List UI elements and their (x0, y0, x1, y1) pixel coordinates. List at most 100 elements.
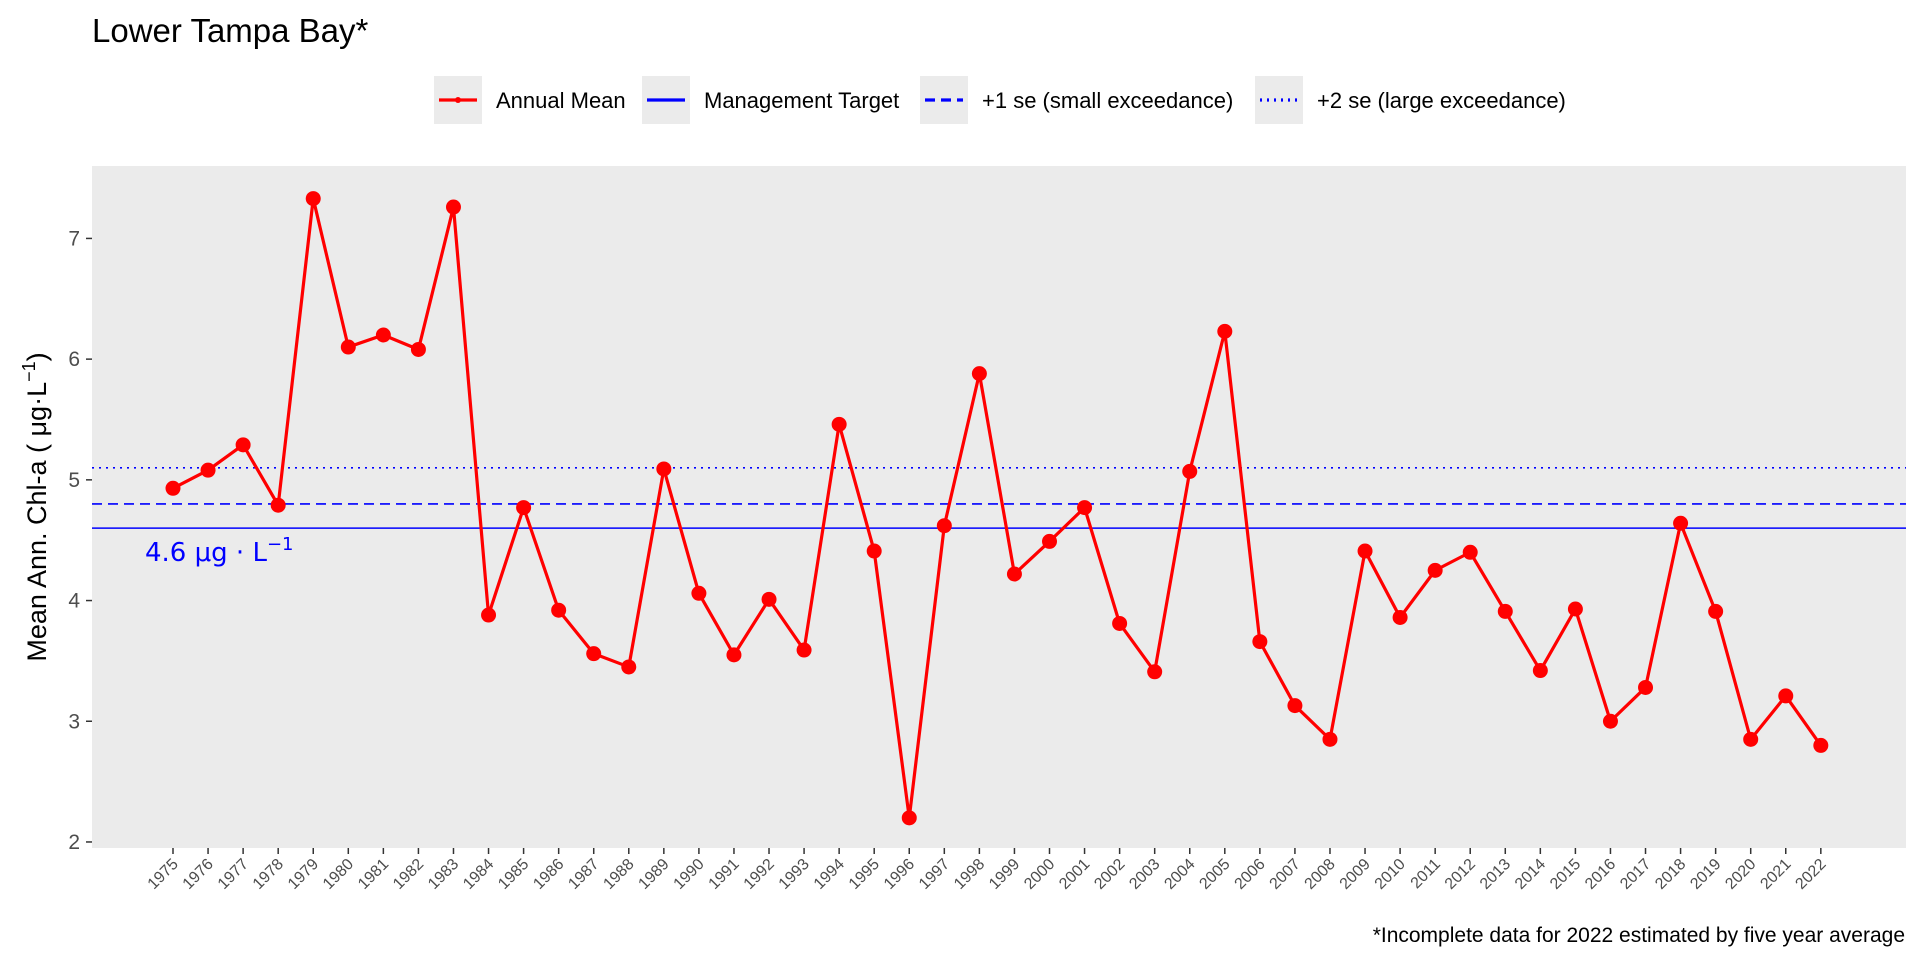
legend-label: +1 se (small exceedance) (982, 88, 1233, 113)
x-tick-label: 1999 (986, 856, 1023, 893)
legend-label: Management Target (704, 88, 899, 113)
data-point-1983 (445, 199, 461, 215)
x-tick-label: 1992 (741, 856, 778, 893)
x-tick-label: 1995 (846, 856, 883, 893)
x-tick-label: 2007 (1267, 856, 1304, 893)
x-tick-label: 1986 (530, 856, 567, 893)
data-point-2006 (1252, 634, 1268, 650)
data-point-1980 (340, 339, 356, 355)
x-tick-label: 1977 (215, 856, 252, 893)
data-point-1989 (656, 461, 672, 477)
x-tick-label: 1983 (425, 856, 462, 893)
legend-key-point (455, 97, 461, 103)
x-tick-label: 1978 (250, 856, 287, 893)
x-tick-label: 1980 (320, 856, 357, 893)
x-tick-label: 2020 (1722, 856, 1759, 893)
data-point-1979 (305, 191, 321, 207)
series-annual-mean (165, 191, 1829, 826)
reference-lines (92, 466, 1906, 529)
y-tick-label: 2 (68, 831, 80, 854)
x-tick-label: 2006 (1231, 856, 1268, 893)
x-tick-label: 1991 (706, 856, 743, 893)
y-tick-label: 4 (68, 590, 80, 613)
x-tick-label: 2003 (1126, 856, 1163, 893)
data-point-1976 (200, 462, 216, 478)
data-point-1994 (831, 416, 847, 432)
data-point-1992 (761, 591, 777, 607)
data-point-1998 (971, 366, 987, 382)
x-tick-label: 2016 (1582, 856, 1619, 893)
data-point-1997 (936, 518, 952, 534)
data-point-2014 (1532, 663, 1548, 679)
data-point-2007 (1287, 698, 1303, 714)
data-point-2015 (1567, 601, 1583, 617)
y-tick-label: 3 (68, 710, 80, 733)
x-tick-label: 2015 (1547, 856, 1584, 893)
chart-title: Lower Tampa Bay* (92, 12, 369, 49)
data-point-2003 (1147, 664, 1163, 680)
y-axis-label-close: ) (22, 352, 52, 361)
y-axis-label-sup: −1 (19, 361, 39, 382)
data-point-1987 (586, 646, 602, 662)
data-point-1977 (235, 437, 251, 453)
x-tick-label: 2008 (1302, 856, 1339, 893)
x-tick-label: 1994 (811, 856, 848, 893)
target-label-sup: −1 (267, 534, 294, 555)
x-tick-label: 2011 (1408, 856, 1444, 892)
data-point-1982 (410, 341, 426, 357)
x-tick-label: 2009 (1337, 856, 1374, 893)
x-tick-label: 2021 (1757, 856, 1794, 893)
legend-label: Annual Mean (496, 88, 626, 113)
plot-panel (92, 166, 1906, 848)
data-point-2013 (1497, 603, 1513, 619)
data-point-1999 (1006, 566, 1022, 582)
y-tick-label: 7 (68, 227, 80, 250)
data-point-1975 (165, 480, 181, 496)
y-axis: 2 3 4 5 6 7 (68, 227, 92, 854)
x-tick-label: 1984 (460, 856, 497, 893)
x-tick-label: 1979 (285, 856, 322, 893)
y-axis-label-text: Mean Ann. Chl-a ( μg·L (22, 382, 52, 662)
data-point-1995 (866, 543, 882, 559)
data-point-1981 (375, 327, 391, 343)
data-point-1985 (516, 500, 532, 516)
x-tick-label: 2004 (1161, 856, 1198, 893)
x-tick-label: 1975 (145, 856, 182, 893)
data-point-2019 (1708, 603, 1724, 619)
x-tick-label: 2012 (1442, 856, 1479, 893)
data-point-1978 (270, 497, 286, 513)
x-tick-label: 1987 (565, 856, 602, 893)
x-tick-label: 2000 (1021, 856, 1058, 893)
data-point-1990 (691, 585, 707, 601)
x-tick-label: 2022 (1792, 856, 1829, 893)
x-tick-label: 1982 (390, 856, 427, 893)
x-tick-label: 1997 (916, 856, 953, 893)
x-tick-label: 1990 (671, 856, 708, 893)
data-point-2009 (1357, 543, 1373, 559)
target-line-label: 4.6 μg · L−1 (145, 534, 294, 568)
target-label-text: 4.6 μg · L (145, 538, 267, 568)
y-tick-label: 5 (68, 469, 80, 492)
x-tick-label: 1988 (600, 856, 637, 893)
y-tick-label: 6 (68, 348, 80, 371)
data-point-2004 (1182, 463, 1198, 479)
x-tick-label: 2018 (1652, 856, 1689, 893)
x-tick-label: 1976 (180, 856, 217, 893)
x-tick-label: 1981 (355, 856, 392, 893)
data-point-1986 (551, 602, 567, 618)
x-tick-label: 2001 (1056, 856, 1093, 893)
data-point-2016 (1602, 713, 1618, 729)
data-point-2022 (1813, 737, 1829, 753)
data-point-2000 (1042, 533, 1057, 549)
data-point-2010 (1392, 609, 1408, 625)
legend: Annual Mean Management Target +1 se (small… (434, 76, 1566, 124)
data-point-1991 (726, 647, 742, 663)
data-point-2001 (1077, 500, 1093, 516)
caption: *Incomplete data for 2022 estimated by f… (1373, 924, 1905, 947)
x-tick-label: 2014 (1512, 856, 1549, 893)
x-axis: 1975197619771978197919801981198219831984… (145, 848, 1830, 893)
data-point-2011 (1427, 562, 1443, 578)
x-tick-label: 2013 (1477, 856, 1514, 893)
data-point-2021 (1778, 688, 1794, 704)
